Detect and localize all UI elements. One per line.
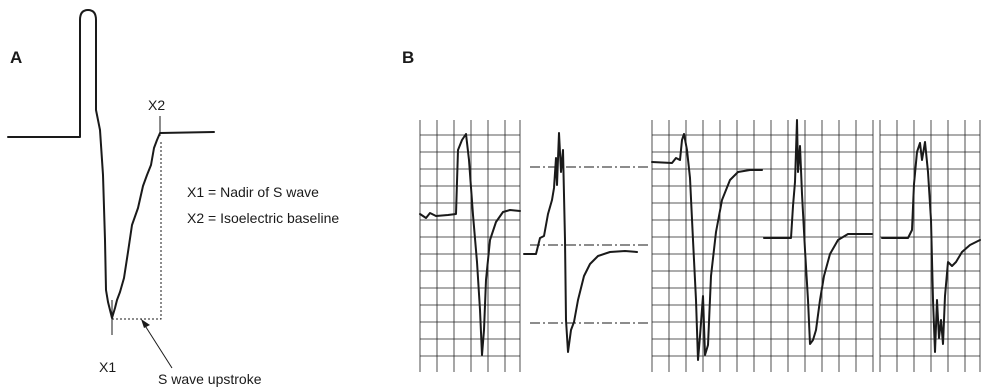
panel-b-label: B: [402, 48, 414, 67]
ecg-strip-4-trace: [763, 119, 873, 345]
x1-label: X1: [99, 359, 116, 375]
s-wave-arrow-head: [141, 319, 150, 328]
ecg-strip-1-grid: [419, 120, 521, 372]
panel-a-label: A: [10, 48, 22, 67]
ecg-strip-5-trace: [881, 141, 981, 353]
ecg-strip-2-trace: [523, 132, 638, 353]
ecg-strip-1-trace: [419, 133, 521, 356]
ecg-strip-3-grid: [651, 120, 874, 372]
panel-a-qrs-waveform: [7, 9, 215, 319]
s-wave-upstroke-bracket: [112, 140, 162, 320]
legend-x1: X1 = Nadir of S wave: [187, 184, 319, 200]
ecg-strip-5-grid: [879, 120, 981, 372]
panel-b: B: [402, 48, 981, 372]
x2-label: X2: [148, 97, 165, 113]
s-wave-arrow-shaft: [143, 323, 173, 369]
s-wave-upstroke-label: S wave upstroke: [158, 371, 262, 387]
legend-x2: X2 = Isoelectric baseline: [187, 210, 339, 226]
ecg-strip-3-trace: [651, 133, 763, 361]
ecg-strip-2-guides: [530, 166, 650, 324]
panel-a: A X2 X1 S wave upstroke X1 = Nadir of S …: [7, 9, 339, 387]
